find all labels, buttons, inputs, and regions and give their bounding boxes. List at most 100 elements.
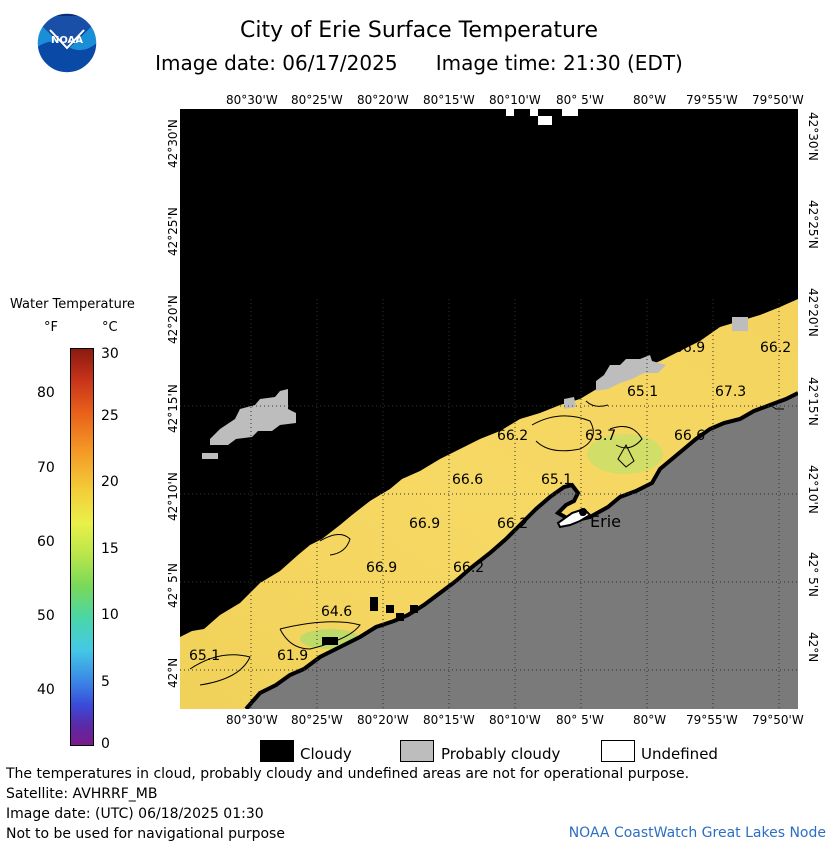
image-date-time: Image date: 06/17/2025 Image time: 21:30… bbox=[0, 51, 838, 75]
temperature-label: 65.1 bbox=[541, 472, 573, 488]
temperature-label: 66.2 bbox=[453, 560, 485, 576]
cloudy-area bbox=[410, 605, 418, 613]
legend-unit-c: °C bbox=[102, 320, 118, 335]
probably-cloudy-area bbox=[732, 317, 748, 331]
lat-label-left: 42°25'N bbox=[166, 207, 180, 256]
cloudy-area bbox=[396, 613, 404, 621]
temperature-label: 66.2 bbox=[497, 516, 529, 532]
undefined-area bbox=[562, 109, 578, 116]
key-swatch-undefined bbox=[601, 740, 635, 762]
undefined-area bbox=[506, 109, 514, 116]
probably-cloudy-area bbox=[210, 389, 296, 445]
lat-label-right: 42°15'N bbox=[806, 377, 820, 426]
lon-label-bottom: 80°15'W bbox=[423, 713, 475, 727]
lon-label-top: 80° 5'W bbox=[556, 93, 604, 107]
key-swatch-cloudy bbox=[260, 740, 294, 762]
lon-label-top: 79°55'W bbox=[686, 93, 738, 107]
shoreline bbox=[244, 391, 798, 709]
cloudy-area bbox=[322, 637, 338, 645]
temperature-label: 61.9 bbox=[277, 648, 309, 664]
temperature-label: 64.6 bbox=[321, 604, 353, 620]
lon-label-bottom: 80°20'W bbox=[357, 713, 409, 727]
lon-label-top: 80°20'W bbox=[357, 93, 409, 107]
temperature-map: 66.9 66.2 65.1 67.3 66.2 63.7 66.6 66.6 … bbox=[180, 109, 798, 709]
legend-tick-c: 10 bbox=[101, 607, 119, 623]
legend-tick-c: 15 bbox=[101, 541, 119, 557]
lon-label-top: 80°15'W bbox=[423, 93, 475, 107]
legend-tick-f: 70 bbox=[37, 460, 55, 476]
legend-tick-f: 40 bbox=[37, 682, 55, 698]
lat-label-right: 42°20'N bbox=[806, 288, 820, 337]
lat-label-left: 42°N bbox=[166, 657, 180, 688]
lon-label-top: 79°50'W bbox=[752, 93, 804, 107]
image-time: Image time: 21:30 (EDT) bbox=[435, 51, 683, 75]
color-scale-bar bbox=[70, 348, 94, 746]
legend-tick-c: 5 bbox=[101, 674, 110, 690]
lon-label-bottom: 80°30'W bbox=[226, 713, 278, 727]
lat-label-right: 42° 5'N bbox=[806, 552, 820, 597]
graticule bbox=[180, 299, 798, 709]
contour-line bbox=[319, 534, 351, 556]
probably-cloudy-area bbox=[596, 355, 666, 391]
contour-line bbox=[617, 443, 635, 468]
contour-line bbox=[531, 415, 594, 452]
satellite-text: Satellite: AVHRRF_MB bbox=[6, 786, 158, 802]
lon-label-bottom: 79°55'W bbox=[686, 713, 738, 727]
temperature-label: 65.1 bbox=[627, 384, 659, 400]
undefined-area bbox=[538, 116, 552, 125]
lon-label-top: 80°30'W bbox=[226, 93, 278, 107]
legend-tick-c: 0 bbox=[101, 736, 110, 752]
lat-label-left: 42°30'N bbox=[166, 119, 180, 168]
utc-date-text: Image date: (UTC) 06/18/2025 01:30 bbox=[6, 806, 264, 822]
temperature-label: 67.3 bbox=[715, 384, 747, 400]
city-label-erie: Erie bbox=[590, 512, 621, 531]
temperature-label: 66.6 bbox=[674, 428, 706, 444]
lat-label-left: 42° 5'N bbox=[166, 563, 180, 608]
legend-tick-c: 20 bbox=[101, 474, 119, 490]
lon-label-top: 80°W bbox=[633, 93, 667, 107]
noaa-logo: NOAA bbox=[36, 12, 98, 74]
temperature-label: 65.1 bbox=[189, 648, 221, 664]
legend-tick-f: 60 bbox=[37, 534, 55, 550]
city-marker bbox=[579, 508, 587, 516]
temperature-label: 66.9 bbox=[674, 340, 706, 356]
key-label-undefined: Undefined bbox=[641, 745, 718, 763]
lon-label-bottom: 80°25'W bbox=[291, 713, 343, 727]
contour-line bbox=[585, 400, 609, 407]
lat-label-left: 42°10'N bbox=[166, 472, 180, 521]
credit-text: NOAA CoastWatch Great Lakes Node bbox=[568, 825, 826, 841]
lat-label-right: 42°30'N bbox=[806, 112, 820, 161]
legend-title: Water Temperature bbox=[10, 297, 135, 312]
lat-label-left: 42°15'N bbox=[166, 384, 180, 433]
probably-cloudy-area bbox=[202, 453, 218, 459]
temperature-label: 66.2 bbox=[760, 340, 792, 356]
lat-label-right: 42°N bbox=[806, 632, 820, 663]
contour-line bbox=[279, 621, 361, 650]
lon-label-bottom: 80° 5'W bbox=[556, 713, 604, 727]
legend-tick-f: 80 bbox=[37, 385, 55, 401]
legend-tick-c: 25 bbox=[101, 408, 119, 424]
legend-unit-f: °F bbox=[44, 320, 58, 335]
key-label-probably-cloudy: Probably cloudy bbox=[441, 745, 561, 763]
legend-tick-c: 30 bbox=[101, 346, 119, 362]
cool-water-patch bbox=[587, 434, 663, 474]
probably-cloudy-area bbox=[564, 397, 576, 409]
cloudy-area bbox=[370, 597, 378, 611]
lon-label-bottom: 80°W bbox=[633, 713, 667, 727]
temperature-label: 63.7 bbox=[585, 428, 617, 444]
lon-label-top: 80°25'W bbox=[291, 93, 343, 107]
lat-label-right: 42°25'N bbox=[806, 200, 820, 249]
temperature-label: 66.9 bbox=[409, 516, 441, 532]
key-label-cloudy: Cloudy bbox=[300, 745, 352, 763]
noaa-logo-text: NOAA bbox=[51, 35, 83, 46]
temperature-label: 66.9 bbox=[366, 560, 398, 576]
lon-label-top: 80°10'W bbox=[489, 93, 541, 107]
cloudy-area bbox=[386, 605, 394, 613]
lon-label-bottom: 80°10'W bbox=[489, 713, 541, 727]
legend-tick-f: 50 bbox=[37, 608, 55, 624]
temperature-label: 66.6 bbox=[452, 472, 484, 488]
navigation-disclaimer: Not to be used for navigational purpose bbox=[6, 826, 285, 842]
image-date: Image date: 06/17/2025 bbox=[155, 51, 398, 75]
undefined-area bbox=[530, 109, 538, 116]
temperature-label: 66.2 bbox=[497, 428, 529, 444]
